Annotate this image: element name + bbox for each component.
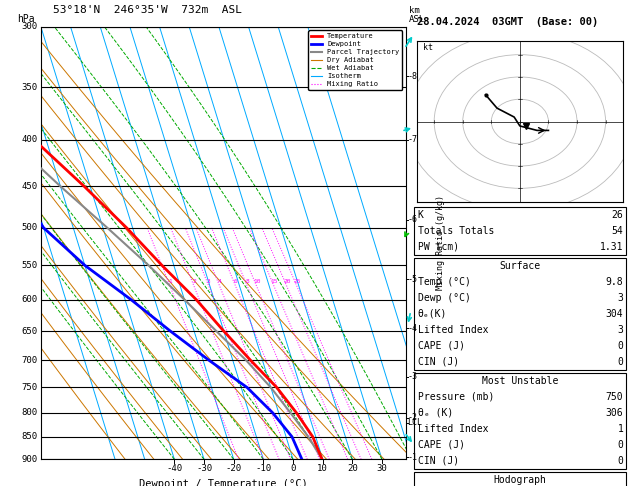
Text: 2: 2 xyxy=(192,279,196,284)
Text: LCL: LCL xyxy=(408,418,423,427)
Text: -30: -30 xyxy=(196,464,212,473)
Text: Hodograph: Hodograph xyxy=(493,475,547,485)
Text: 3: 3 xyxy=(618,325,623,335)
Text: 300: 300 xyxy=(21,22,38,31)
Text: 800: 800 xyxy=(21,408,38,417)
Text: 450: 450 xyxy=(21,182,38,191)
Text: Temp (°C): Temp (°C) xyxy=(418,277,470,287)
Text: 0: 0 xyxy=(618,456,623,466)
Text: 306: 306 xyxy=(606,408,623,418)
Text: kt: kt xyxy=(423,43,433,52)
Text: 25: 25 xyxy=(293,279,301,284)
Text: -7: -7 xyxy=(408,136,418,144)
Text: Totals Totals: Totals Totals xyxy=(418,226,494,236)
Text: -8: -8 xyxy=(408,71,418,81)
Text: -20: -20 xyxy=(226,464,242,473)
Text: 650: 650 xyxy=(21,327,38,336)
Text: -1: -1 xyxy=(408,452,418,462)
Text: 4: 4 xyxy=(218,279,221,284)
Text: -4: -4 xyxy=(408,324,418,332)
Text: 1.31: 1.31 xyxy=(600,242,623,252)
Text: -2: -2 xyxy=(408,413,418,422)
Text: -3: -3 xyxy=(408,372,418,382)
Text: 900: 900 xyxy=(21,455,38,464)
Text: 20: 20 xyxy=(347,464,358,473)
Text: -10: -10 xyxy=(255,464,271,473)
Text: Lifted Index: Lifted Index xyxy=(418,325,488,335)
Text: 400: 400 xyxy=(21,136,38,144)
Text: 0: 0 xyxy=(291,464,296,473)
Text: 10: 10 xyxy=(317,464,328,473)
Text: K: K xyxy=(418,209,423,220)
Text: 15: 15 xyxy=(270,279,278,284)
Text: 3: 3 xyxy=(207,279,211,284)
Text: 0: 0 xyxy=(618,440,623,450)
Text: 3: 3 xyxy=(618,293,623,303)
Text: 550: 550 xyxy=(21,261,38,270)
Text: 0: 0 xyxy=(618,341,623,351)
Text: 8: 8 xyxy=(245,279,249,284)
Text: Surface: Surface xyxy=(499,260,540,271)
Text: 304: 304 xyxy=(606,309,623,319)
Text: 10: 10 xyxy=(253,279,260,284)
Text: Mixing Ratio (g/kg): Mixing Ratio (g/kg) xyxy=(436,195,445,291)
Text: 700: 700 xyxy=(21,356,38,365)
Text: hPa: hPa xyxy=(17,14,35,24)
Text: 53°18'N  246°35'W  732m  ASL: 53°18'N 246°35'W 732m ASL xyxy=(53,4,242,15)
Legend: Temperature, Dewpoint, Parcel Trajectory, Dry Adiabat, Wet Adiabat, Isotherm, Mi: Temperature, Dewpoint, Parcel Trajectory… xyxy=(308,30,402,90)
Text: Dewpoint / Temperature (°C): Dewpoint / Temperature (°C) xyxy=(139,479,308,486)
Text: -6: -6 xyxy=(408,215,418,225)
Text: 500: 500 xyxy=(21,224,38,232)
Text: 1: 1 xyxy=(618,424,623,434)
Text: 750: 750 xyxy=(606,392,623,402)
Text: 750: 750 xyxy=(21,383,38,392)
Text: 20: 20 xyxy=(283,279,291,284)
Text: Dewp (°C): Dewp (°C) xyxy=(418,293,470,303)
Text: PW (cm): PW (cm) xyxy=(418,242,459,252)
Text: 350: 350 xyxy=(21,83,38,92)
Text: Most Unstable: Most Unstable xyxy=(482,376,558,386)
Text: θₑ (K): θₑ (K) xyxy=(418,408,453,418)
Text: 30: 30 xyxy=(377,464,387,473)
Text: 6: 6 xyxy=(234,279,238,284)
Text: 26: 26 xyxy=(611,209,623,220)
Text: 9.8: 9.8 xyxy=(606,277,623,287)
Text: θₑ(K): θₑ(K) xyxy=(418,309,447,319)
Text: CIN (J): CIN (J) xyxy=(418,357,459,367)
Text: Lifted Index: Lifted Index xyxy=(418,424,488,434)
Text: 1: 1 xyxy=(168,279,172,284)
Text: Pressure (mb): Pressure (mb) xyxy=(418,392,494,402)
Text: 54: 54 xyxy=(611,226,623,236)
Text: CAPE (J): CAPE (J) xyxy=(418,440,465,450)
Text: km
ASL: km ASL xyxy=(409,6,425,24)
Text: 28.04.2024  03GMT  (Base: 00): 28.04.2024 03GMT (Base: 00) xyxy=(417,17,598,27)
Text: -40: -40 xyxy=(166,464,182,473)
Text: -5: -5 xyxy=(408,275,418,284)
Text: CAPE (J): CAPE (J) xyxy=(418,341,465,351)
Text: CIN (J): CIN (J) xyxy=(418,456,459,466)
Text: 0: 0 xyxy=(618,357,623,367)
Text: 850: 850 xyxy=(21,432,38,441)
Text: 600: 600 xyxy=(21,295,38,304)
